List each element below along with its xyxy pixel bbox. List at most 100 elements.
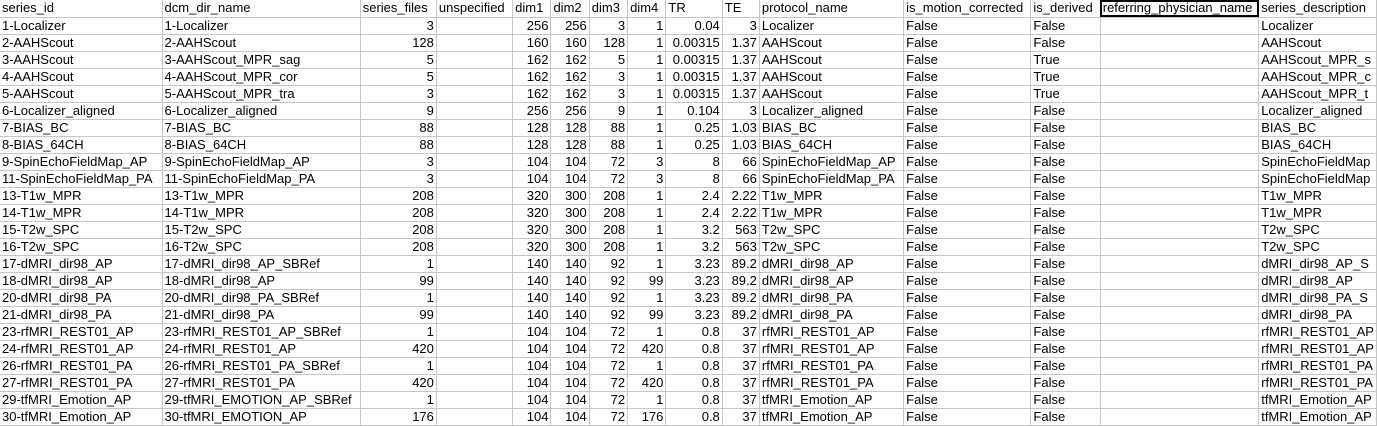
column-header-series-files[interactable]: series_files bbox=[360, 0, 437, 18]
cell-is-motion-corrected[interactable]: False bbox=[903, 306, 1032, 324]
cell-dim1[interactable]: 140 bbox=[512, 289, 552, 307]
cell-referring-physician-name[interactable] bbox=[1100, 119, 1260, 137]
cell-dim2[interactable]: 140 bbox=[550, 289, 590, 307]
cell-TR[interactable]: 8 bbox=[665, 170, 723, 188]
cell-dcm-dir-name[interactable]: 24-rfMRI_REST01_AP bbox=[162, 340, 361, 358]
cell-unspecified[interactable] bbox=[436, 102, 514, 120]
cell-protocol-name[interactable]: BIAS_64CH bbox=[759, 136, 905, 154]
cell-dim3[interactable]: 208 bbox=[589, 187, 629, 205]
cell-TE[interactable]: 89.2 bbox=[722, 289, 760, 307]
cell-protocol-name[interactable]: SpinEchoFieldMap_AP bbox=[759, 153, 905, 171]
cell-is-derived[interactable]: False bbox=[1030, 340, 1101, 358]
cell-is-derived[interactable]: False bbox=[1030, 221, 1101, 239]
cell-protocol-name[interactable]: dMRI_dir98_AP bbox=[759, 255, 905, 273]
cell-dim4[interactable]: 1 bbox=[627, 34, 667, 52]
cell-series-files[interactable]: 1 bbox=[360, 357, 437, 375]
cell-dim3[interactable]: 88 bbox=[589, 136, 629, 154]
cell-dim1[interactable]: 128 bbox=[512, 136, 552, 154]
cell-dcm-dir-name[interactable]: 6-Localizer_aligned bbox=[162, 102, 361, 120]
cell-dim4[interactable]: 1 bbox=[627, 187, 667, 205]
cell-unspecified[interactable] bbox=[436, 153, 514, 171]
cell-protocol-name[interactable]: tfMRI_Emotion_AP bbox=[759, 408, 905, 426]
cell-referring-physician-name[interactable] bbox=[1100, 34, 1260, 52]
cell-dcm-dir-name[interactable]: 2-AAHScout bbox=[162, 34, 361, 52]
cell-series-id[interactable]: 21-dMRI_dir98_PA bbox=[0, 306, 163, 324]
cell-dim2[interactable]: 162 bbox=[550, 85, 590, 103]
cell-dcm-dir-name[interactable]: 3-AAHScout_MPR_sag bbox=[162, 51, 361, 69]
cell-dim1[interactable]: 104 bbox=[512, 374, 552, 392]
cell-series-description[interactable]: rfMRI_REST01_PA bbox=[1258, 374, 1377, 392]
cell-dim3[interactable]: 3 bbox=[589, 85, 629, 103]
cell-TR[interactable]: 0.00315 bbox=[665, 51, 723, 69]
cell-referring-physician-name[interactable] bbox=[1100, 289, 1260, 307]
cell-protocol-name[interactable]: dMRI_dir98_PA bbox=[759, 289, 905, 307]
cell-series-id[interactable]: 1-Localizer bbox=[0, 17, 163, 35]
cell-protocol-name[interactable]: Localizer bbox=[759, 17, 905, 35]
cell-series-id[interactable]: 30-tfMRI_Emotion_AP bbox=[0, 408, 163, 426]
column-header-series-description[interactable]: series_description bbox=[1258, 0, 1377, 18]
cell-series-files[interactable]: 420 bbox=[360, 340, 437, 358]
cell-unspecified[interactable] bbox=[436, 374, 514, 392]
cell-series-files[interactable]: 99 bbox=[360, 306, 437, 324]
cell-series-id[interactable]: 14-T1w_MPR bbox=[0, 204, 163, 222]
cell-dim4[interactable]: 1 bbox=[627, 68, 667, 86]
cell-TE[interactable]: 37 bbox=[722, 323, 760, 341]
cell-series-description[interactable]: AAHScout bbox=[1258, 34, 1377, 52]
cell-series-id[interactable]: 17-dMRI_dir98_AP bbox=[0, 255, 163, 273]
cell-dim1[interactable]: 256 bbox=[512, 102, 552, 120]
cell-dim4[interactable]: 420 bbox=[627, 340, 667, 358]
column-header-is-derived[interactable]: is_derived bbox=[1030, 0, 1101, 18]
cell-series-description[interactable]: dMRI_dir98_AP bbox=[1258, 272, 1377, 290]
cell-dim2[interactable]: 104 bbox=[550, 153, 590, 171]
cell-unspecified[interactable] bbox=[436, 34, 514, 52]
cell-dim4[interactable]: 1 bbox=[627, 119, 667, 137]
cell-dim4[interactable]: 1 bbox=[627, 323, 667, 341]
cell-TE[interactable]: 37 bbox=[722, 340, 760, 358]
cell-unspecified[interactable] bbox=[436, 136, 514, 154]
cell-is-derived[interactable]: False bbox=[1030, 306, 1101, 324]
cell-is-motion-corrected[interactable]: False bbox=[903, 255, 1032, 273]
cell-dim1[interactable]: 104 bbox=[512, 340, 552, 358]
cell-series-files[interactable]: 1 bbox=[360, 255, 437, 273]
cell-dim2[interactable]: 104 bbox=[550, 357, 590, 375]
cell-series-id[interactable]: 5-AAHScout bbox=[0, 85, 163, 103]
cell-is-motion-corrected[interactable]: False bbox=[903, 102, 1032, 120]
cell-series-description[interactable]: tfMRI_Emotion_AP bbox=[1258, 408, 1377, 426]
cell-series-id[interactable]: 18-dMRI_dir98_AP bbox=[0, 272, 163, 290]
cell-unspecified[interactable] bbox=[436, 170, 514, 188]
cell-series-files[interactable]: 5 bbox=[360, 51, 437, 69]
cell-referring-physician-name[interactable] bbox=[1100, 136, 1260, 154]
cell-dim4[interactable]: 420 bbox=[627, 374, 667, 392]
cell-series-description[interactable]: SpinEchoFieldMap bbox=[1258, 170, 1377, 188]
cell-TE[interactable]: 1.37 bbox=[722, 68, 760, 86]
cell-TR[interactable]: 0.25 bbox=[665, 136, 723, 154]
cell-dim1[interactable]: 128 bbox=[512, 119, 552, 137]
cell-protocol-name[interactable]: tfMRI_Emotion_AP bbox=[759, 391, 905, 409]
cell-dim4[interactable]: 176 bbox=[627, 408, 667, 426]
cell-referring-physician-name[interactable] bbox=[1100, 153, 1260, 171]
cell-is-motion-corrected[interactable]: False bbox=[903, 51, 1032, 69]
cell-dim3[interactable]: 72 bbox=[589, 357, 629, 375]
cell-TE[interactable]: 1.03 bbox=[722, 119, 760, 137]
cell-protocol-name[interactable]: dMRI_dir98_PA bbox=[759, 306, 905, 324]
cell-dim1[interactable]: 104 bbox=[512, 323, 552, 341]
cell-dim4[interactable]: 1 bbox=[627, 238, 667, 256]
cell-is-motion-corrected[interactable]: False bbox=[903, 289, 1032, 307]
cell-TE[interactable]: 563 bbox=[722, 221, 760, 239]
column-header-dim1[interactable]: dim1 bbox=[512, 0, 552, 18]
cell-TR[interactable]: 0.25 bbox=[665, 119, 723, 137]
cell-is-motion-corrected[interactable]: False bbox=[903, 374, 1032, 392]
cell-series-id[interactable]: 3-AAHScout bbox=[0, 51, 163, 69]
cell-series-files[interactable]: 208 bbox=[360, 221, 437, 239]
cell-is-derived[interactable]: True bbox=[1030, 85, 1101, 103]
cell-TR[interactable]: 3.2 bbox=[665, 238, 723, 256]
cell-series-id[interactable]: 27-rfMRI_REST01_PA bbox=[0, 374, 163, 392]
cell-is-derived[interactable]: False bbox=[1030, 391, 1101, 409]
cell-unspecified[interactable] bbox=[436, 272, 514, 290]
cell-TR[interactable]: 3.23 bbox=[665, 255, 723, 273]
cell-protocol-name[interactable]: rfMRI_REST01_AP bbox=[759, 340, 905, 358]
cell-dim1[interactable]: 104 bbox=[512, 357, 552, 375]
cell-TE[interactable]: 66 bbox=[722, 170, 760, 188]
cell-dim1[interactable]: 140 bbox=[512, 272, 552, 290]
cell-dim1[interactable]: 104 bbox=[512, 153, 552, 171]
